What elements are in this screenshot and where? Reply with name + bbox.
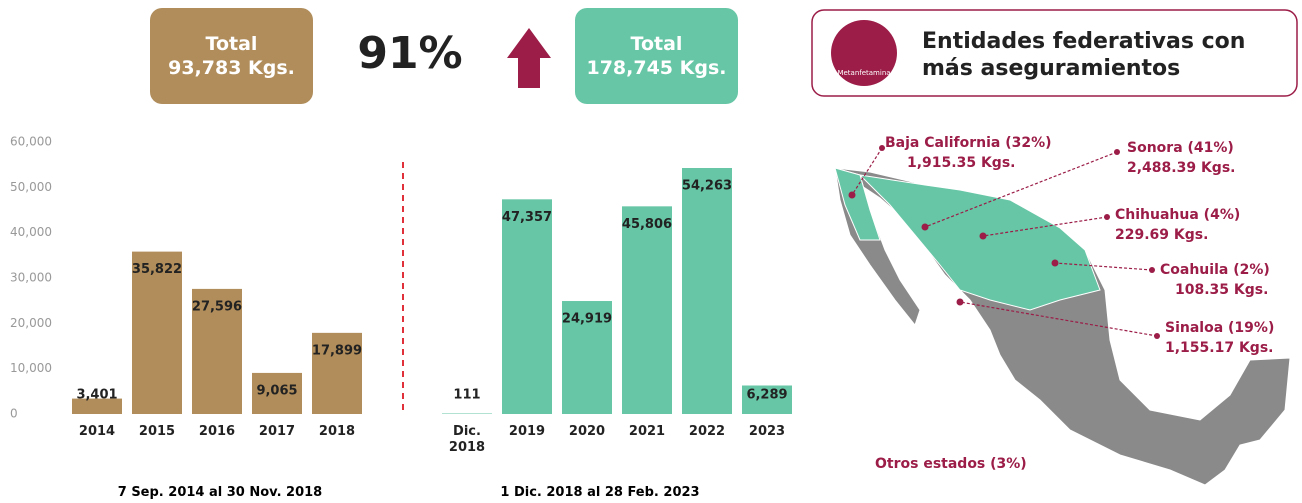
state-name: Chihuahua (4%)	[1115, 207, 1241, 223]
state-amount: 2,488.39 Kgs.	[1127, 160, 1236, 176]
leader-dot	[1104, 214, 1110, 220]
y-tick-label: 30,000	[10, 271, 52, 285]
value-label: 3,401	[76, 388, 117, 403]
leader-line	[851, 147, 883, 196]
bar	[502, 199, 552, 414]
value-label: 27,596	[192, 299, 242, 314]
leader-dot	[879, 145, 885, 151]
state-amount: 1,915.35 Kgs.	[907, 155, 1016, 171]
bar	[682, 168, 732, 414]
state-name: Sinaloa (19%)	[1165, 320, 1275, 336]
others-label: Otros estados (3%)	[875, 456, 1027, 472]
bar	[72, 398, 122, 414]
left-total: 93,783 Kgs.	[168, 57, 295, 79]
state-amount: 1,155.17 Kgs.	[1165, 340, 1274, 356]
right-total: 178,745 Kgs.	[586, 57, 727, 79]
map-title: Entidades federativas con más aseguramie…	[922, 29, 1246, 81]
right-total-box: Total 178,745 Kgs.	[575, 8, 738, 104]
leader-line	[959, 301, 1158, 337]
value-label: 24,919	[562, 312, 612, 327]
y-tick-label: 0	[10, 407, 18, 421]
icon	[831, 20, 897, 86]
state-dot	[921, 223, 929, 231]
value-label: 6,289	[746, 388, 787, 403]
state-dot	[956, 298, 964, 306]
map-north-states	[858, 174, 1101, 311]
value-label: 45,806	[622, 217, 672, 232]
title-frame	[811, 9, 1298, 97]
x-tick-label: 2018	[318, 424, 356, 439]
bar	[132, 251, 182, 414]
bar	[192, 288, 242, 414]
bar	[622, 206, 672, 414]
state-dot	[848, 191, 856, 199]
state-dot	[979, 232, 987, 240]
state-amount: 229.69 Kgs.	[1115, 227, 1209, 243]
x-tick-label: 2015	[138, 424, 176, 439]
value-label: 47,357	[502, 210, 552, 225]
y-tick-label: 20,000	[10, 316, 52, 330]
state-dot	[1051, 259, 1059, 267]
map-baja-north	[834, 167, 881, 241]
x-tick-label: 2021	[628, 424, 666, 439]
leader-dot	[1154, 333, 1160, 339]
state-name: Baja California (32%)	[885, 135, 1052, 151]
leader-line	[982, 216, 1108, 237]
bar	[562, 301, 612, 414]
period-right: 1 Dic. 2018 al 28 Feb. 2023	[500, 485, 700, 500]
value-label: 35,822	[132, 262, 182, 277]
value-label: 54,263	[682, 179, 732, 194]
leader-dot	[1114, 149, 1120, 155]
bar	[742, 385, 792, 414]
x-tick-label: 2022	[688, 424, 726, 439]
y-tick-label: 40,000	[10, 225, 52, 239]
change: 91%	[357, 28, 463, 79]
x-tick-label: 2017	[258, 424, 296, 439]
bar	[442, 413, 492, 414]
bar	[312, 332, 362, 414]
left-total-label: Total	[205, 33, 258, 55]
icon-label: Metanfetamina	[837, 69, 890, 77]
value-label: 111	[453, 388, 480, 403]
x-tick-label: 2020	[568, 424, 606, 439]
x-tick-label: 2019	[508, 424, 546, 439]
state-name: Coahuila (2%)	[1160, 262, 1270, 278]
state-name: Sonora (41%)	[1127, 140, 1234, 156]
value-label: 17,899	[312, 343, 362, 358]
state-amount: 108.35 Kgs.	[1175, 282, 1269, 298]
leader-line	[924, 151, 1118, 228]
bar	[252, 372, 302, 414]
up-arrow	[507, 28, 551, 88]
right-total-label: Total	[630, 33, 683, 55]
leader-dot	[1149, 267, 1155, 273]
x-tick-label: 2023	[748, 424, 786, 439]
y-tick-label: 50,000	[10, 180, 52, 194]
y-tick-label: 60,000	[10, 135, 52, 149]
value-label: 9,065	[256, 383, 297, 398]
x-tick-label: Dic. 2018	[448, 424, 486, 455]
x-tick-label: 2016	[198, 424, 236, 439]
period-left: 7 Sep. 2014 al 30 Nov. 2018	[117, 485, 323, 500]
left-total-box: Total 93,783 Kgs.	[150, 8, 313, 104]
x-tick-label: 2014	[78, 424, 116, 439]
leader-line	[1054, 262, 1153, 271]
y-tick-label: 10,000	[10, 361, 52, 375]
